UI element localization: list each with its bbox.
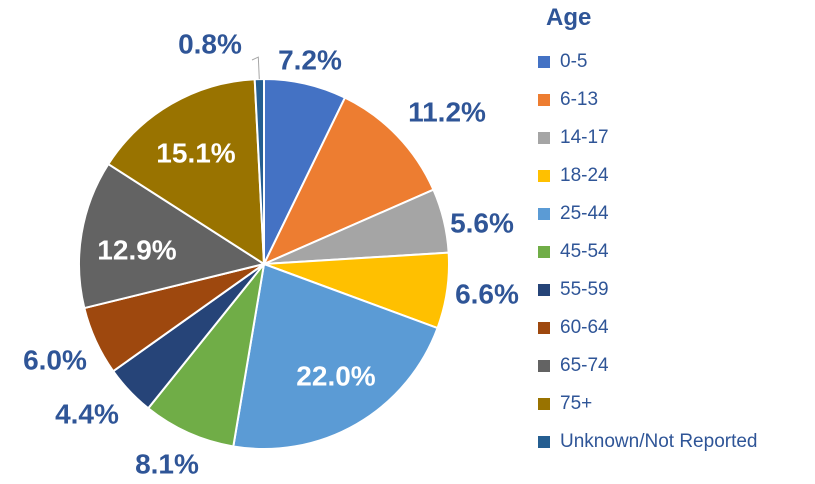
legend-label: 6-13 [560,89,599,110]
legend-swatch [538,284,550,296]
legend-item: 0-5 [538,50,587,74]
legend-swatch [538,56,550,68]
legend: Age 0-5 6-13 14-17 18-24 25-44 45-54 55-59 60-6… [538,0,815,484]
legend-label: 45-54 [560,241,609,262]
legend-swatch [538,436,550,448]
legend-item: Unknown/Not Reported [538,430,758,454]
legend-label: 60-64 [560,317,609,338]
legend-swatch [538,360,550,372]
data-label-0-5: 7.2% [278,44,342,75]
legend-item: 65-74 [538,354,609,378]
legend-label: 65-74 [560,355,609,376]
legend-swatch [538,322,550,334]
legend-swatch [538,208,550,220]
legend-label: 25-44 [560,203,609,224]
data-label-6-13: 11.2% [408,96,486,127]
pie-slice-45-54 [146,260,266,448]
legend-swatch [538,170,550,182]
pie-slice-25-44 [232,262,439,450]
legend-swatch [538,246,550,258]
legend-label: 75+ [560,393,593,414]
legend-item: 6-13 [538,88,598,112]
data-label-18-24: 6.6% [455,278,519,309]
leader-line [251,56,260,80]
legend-label: 0-5 [560,51,588,72]
data-label-unknown-not-reported: 0.8% [178,28,242,59]
data-label-14-17: 5.6% [450,207,514,238]
legend-label: 55-59 [560,279,609,300]
legend-item: 55-59 [538,278,609,302]
data-label-45-54: 8.1% [135,448,199,479]
legend-swatch [538,94,550,106]
legend-swatch [538,132,550,144]
legend-title: Age [546,4,592,31]
pie-slice-75- [106,78,266,266]
legend-item: 18-24 [538,164,609,188]
data-label-75-: 15.1% [156,137,235,168]
legend-label: Unknown/Not Reported [560,431,758,452]
data-label-25-44: 22.0% [296,360,375,391]
data-label-55-59: 4.4% [55,398,119,429]
legend-swatch [538,398,550,410]
legend-item: 45-54 [538,240,609,264]
legend-label: 14-17 [560,127,609,148]
legend-label: 18-24 [560,165,609,186]
data-label-60-64: 6.0% [23,344,87,375]
data-label-65-74: 12.9% [97,234,176,265]
legend-item: 25-44 [538,202,609,226]
legend-item: 75+ [538,392,592,416]
legend-item: 60-64 [538,316,609,340]
pie-slice-6-13 [261,96,435,267]
pie-slice-65-74 [78,162,267,310]
legend-item: 14-17 [538,126,609,150]
